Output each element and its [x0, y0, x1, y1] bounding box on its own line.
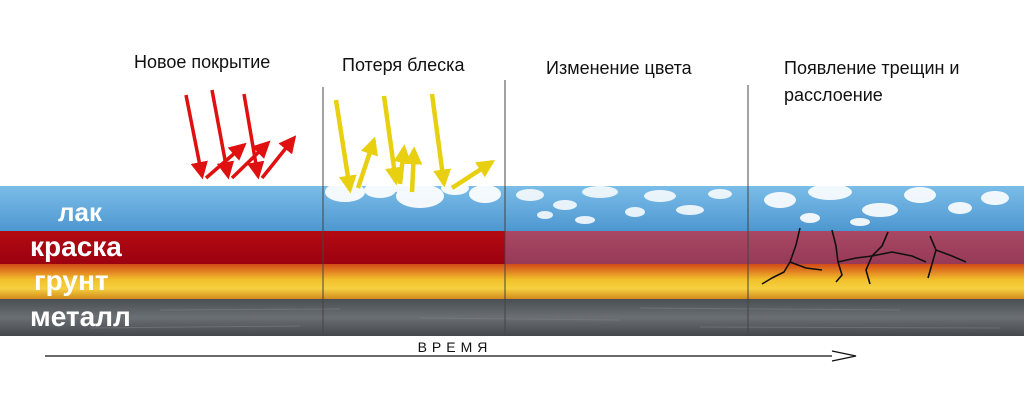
layer-label-metal: металл — [30, 301, 131, 332]
cracks — [761, 227, 967, 285]
scattered-light-arrows — [333, 93, 496, 194]
stage-title-color-change: Изменение цвета — [546, 58, 692, 78]
coating-layers — [0, 186, 1024, 336]
primer-layer — [0, 264, 1024, 299]
metal-layer — [0, 299, 1024, 336]
stage-title-new-coating: Новое покрытие — [134, 52, 271, 72]
cracking-patches — [764, 184, 1009, 226]
paint-layer — [0, 231, 505, 264]
layer-label-lacquer: лак — [58, 197, 102, 227]
color-change-patches — [516, 186, 732, 224]
stage-dividers — [322, 80, 749, 336]
layer-label-primer: грунт — [34, 265, 109, 296]
stage-title-gloss-loss: Потеря блеска — [342, 55, 465, 75]
layer-label-paint: краска — [30, 231, 122, 262]
metal-texture — [89, 307, 1001, 329]
time-axis — [45, 350, 857, 362]
faded-paint-layer — [505, 231, 1024, 264]
reflection-arrows — [184, 89, 297, 180]
stage-title-cracking: Появление трещин и расслоение — [784, 58, 960, 105]
time-axis-label: ВРЕМЯ — [417, 339, 493, 355]
